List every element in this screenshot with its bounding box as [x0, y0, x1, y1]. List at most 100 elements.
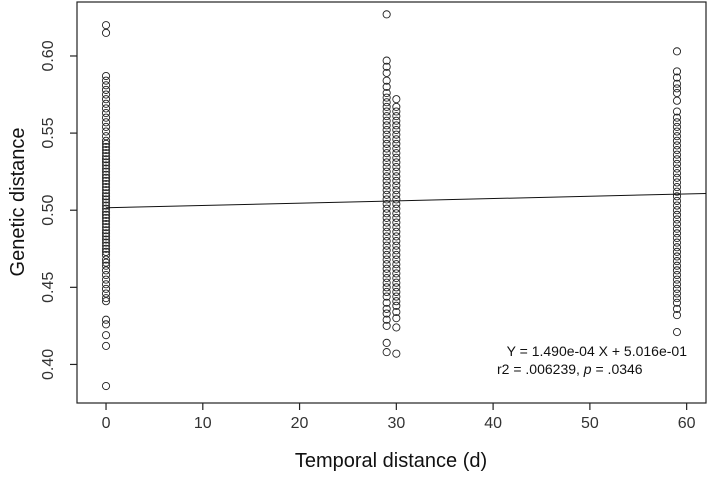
data-point-x30-43 — [392, 121, 401, 130]
data-point-x30-6 — [392, 292, 401, 301]
data-point-x0-16 — [101, 250, 111, 259]
data-point-x29-50 — [382, 93, 391, 102]
data-point-x29-3 — [382, 315, 391, 324]
data-point-x30-11 — [392, 269, 401, 278]
data-point-x59-19 — [672, 224, 682, 233]
data-point-x59-0 — [672, 328, 682, 337]
data-point-x0-53 — [101, 136, 111, 145]
data-point-x29-21 — [382, 227, 391, 236]
data-point-x0-54 — [101, 132, 111, 141]
data-point-x30-41 — [392, 130, 401, 139]
data-point-x29-6 — [382, 298, 391, 307]
data-point-x59-25 — [672, 196, 682, 206]
data-point-x0-64 — [101, 85, 111, 94]
data-point-x29-9 — [382, 283, 391, 292]
data-point-x30-25 — [392, 204, 401, 213]
y-tick-label-0.40: 0.40 — [40, 349, 57, 380]
data-point-x59-47 — [672, 84, 682, 93]
x-tick-label-10: 10 — [194, 415, 212, 432]
data-point-x0-4 — [101, 315, 111, 324]
data-point-x30-34 — [392, 162, 401, 172]
data-point-x0-32 — [101, 201, 111, 210]
data-point-x29-37 — [382, 153, 391, 162]
data-point-x30-46 — [392, 107, 401, 116]
data-point-x29-36 — [382, 158, 391, 167]
data-point-x0-33 — [101, 198, 111, 207]
data-point-x30-42 — [392, 125, 401, 135]
data-point-x59-39 — [672, 132, 682, 141]
data-point-x29-35 — [382, 162, 391, 172]
data-point-x0-49 — [101, 149, 111, 158]
data-point-x29-8 — [382, 287, 391, 297]
p-value: = .0346 — [592, 361, 643, 377]
data-point-x29-41 — [382, 135, 391, 144]
data-point-x59-32 — [672, 164, 682, 173]
data-point-x29-55 — [382, 62, 391, 71]
data-point-x30-15 — [392, 250, 401, 259]
data-point-x29-45 — [382, 116, 391, 125]
data-point-x30-38 — [392, 144, 401, 153]
data-point-x59-33 — [672, 159, 682, 168]
data-point-x59-31 — [672, 169, 682, 178]
data-point-x30-4 — [392, 301, 401, 310]
data-point-x59-50 — [672, 67, 682, 76]
data-point-x29-19 — [382, 237, 391, 246]
data-point-x59-36 — [672, 146, 682, 155]
data-point-x0-12 — [101, 266, 111, 275]
y-axis: 0.40 0.45 0.50 0.55 0.60 — [40, 40, 77, 380]
r2-text: r2 = .006239, — [497, 361, 584, 377]
data-point-x30-1 — [392, 323, 401, 332]
data-point-x0-8 — [101, 284, 111, 293]
data-point-x29-30 — [382, 186, 391, 195]
data-point-x59-46 — [672, 88, 682, 98]
data-point-x59-38 — [672, 136, 682, 145]
data-point-x29-39 — [382, 144, 391, 153]
data-point-x0-43 — [101, 167, 111, 176]
data-point-x0-62 — [101, 95, 111, 104]
data-point-x0-63 — [101, 90, 111, 99]
data-point-x0-42 — [101, 170, 111, 179]
data-point-x59-34 — [672, 155, 682, 164]
data-point-x29-23 — [382, 218, 391, 227]
data-point-x0-3 — [101, 320, 111, 329]
data-point-x0-20 — [101, 238, 111, 247]
data-point-x29-25 — [382, 209, 391, 218]
data-point-x0-67 — [101, 71, 111, 81]
data-point-x0-44 — [101, 164, 111, 173]
data-point-x0-31 — [101, 204, 111, 213]
data-point-x59-14 — [672, 247, 682, 256]
data-point-x30-44 — [392, 116, 401, 125]
data-point-x30-24 — [392, 209, 401, 218]
data-point-x0-47 — [101, 155, 111, 164]
data-point-x0-27 — [101, 216, 111, 226]
data-point-x0-5 — [101, 297, 111, 306]
data-point-x29-53 — [382, 76, 391, 85]
data-point-x29-5 — [382, 304, 391, 313]
p-label: p — [583, 361, 592, 377]
data-point-x29-18 — [382, 241, 391, 250]
data-point-x59-28 — [672, 183, 682, 192]
data-point-x59-18 — [672, 229, 682, 238]
data-point-x29-33 — [382, 172, 391, 181]
data-point-x59-21 — [672, 215, 682, 224]
data-point-x0-46 — [101, 158, 111, 167]
data-point-x59-40 — [672, 127, 682, 136]
data-point-x0-37 — [101, 186, 111, 195]
data-point-x59-27 — [672, 187, 682, 196]
data-point-x29-27 — [382, 199, 391, 209]
data-point-x59-13 — [672, 252, 682, 261]
data-point-x0-55 — [101, 127, 111, 136]
data-point-x30-12 — [392, 264, 401, 273]
data-point-x29-17 — [382, 246, 391, 255]
data-point-x29-11 — [382, 274, 391, 283]
data-point-x59-23 — [672, 206, 682, 215]
data-points — [101, 10, 682, 391]
data-point-x59-30 — [672, 173, 682, 182]
data-point-x30-40 — [392, 135, 401, 144]
data-point-x29-38 — [382, 149, 391, 158]
data-point-x59-29 — [672, 178, 682, 187]
x-tick-label-60: 60 — [678, 415, 696, 432]
data-point-x29-4 — [382, 309, 391, 318]
data-point-x0-25 — [101, 223, 111, 232]
